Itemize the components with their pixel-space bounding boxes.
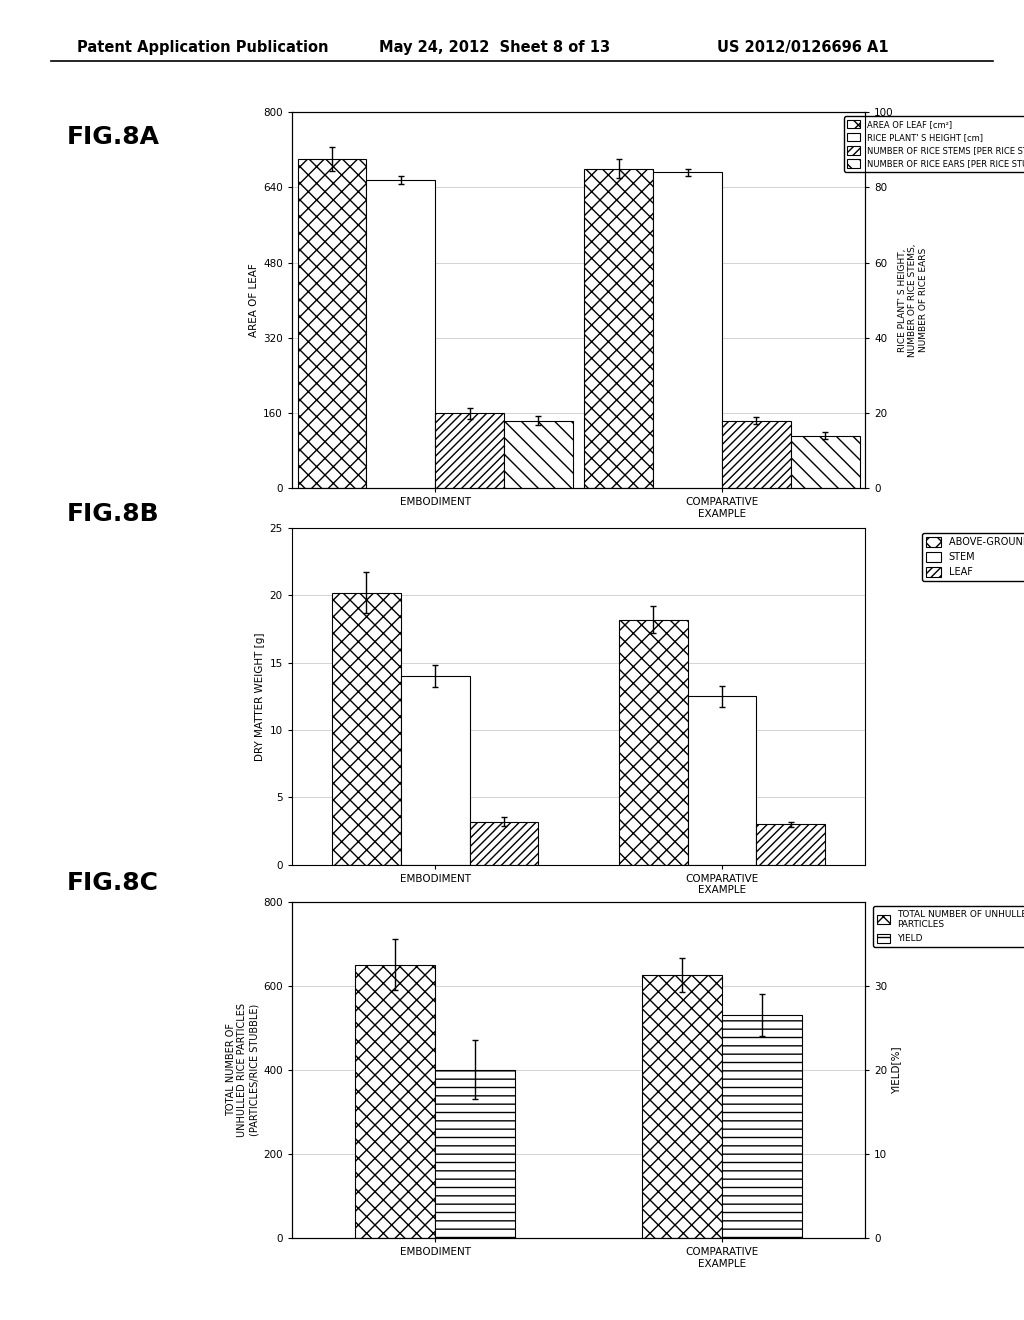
Y-axis label: TOTAL NUMBER OF
UNHULLED RICE PARTICLES
(PARTICLES/RICE STUBBLE): TOTAL NUMBER OF UNHULLED RICE PARTICLES … (226, 1003, 259, 1137)
Text: FIG.8C: FIG.8C (67, 871, 159, 895)
Text: May 24, 2012  Sheet 8 of 13: May 24, 2012 Sheet 8 of 13 (379, 40, 610, 54)
Bar (618, 619, 687, 865)
Y-axis label: YIELD[%]: YIELD[%] (892, 1045, 901, 1094)
Legend: AREA OF LEAF [cm²], RICE PLANT' S HEIGHT [cm], NUMBER OF RICE STEMS [PER RICE ST: AREA OF LEAF [cm²], RICE PLANT' S HEIGHT… (844, 116, 1024, 172)
Bar (722, 1015, 802, 1238)
Y-axis label: RICE PLANT' S HEIGHT,
NUMBER OF RICE STEMS,
NUMBER OF RICE EARS: RICE PLANT' S HEIGHT, NUMBER OF RICE STE… (898, 244, 928, 356)
Y-axis label: DRY MATTER WEIGHT [g]: DRY MATTER WEIGHT [g] (255, 632, 265, 760)
Bar (642, 975, 722, 1238)
Text: FIG.8B: FIG.8B (67, 502, 159, 525)
Bar (400, 676, 470, 865)
Bar (722, 421, 791, 488)
Y-axis label: AREA OF LEAF: AREA OF LEAF (249, 264, 259, 337)
Bar (435, 413, 504, 488)
Legend: TOTAL NUMBER OF UNHULLED RICE
PARTICLES, YIELD: TOTAL NUMBER OF UNHULLED RICE PARTICLES,… (873, 906, 1024, 946)
Text: US 2012/0126696 A1: US 2012/0126696 A1 (717, 40, 889, 54)
Bar (585, 169, 653, 488)
Legend: ABOVE-GROUND PART, STEM, LEAF: ABOVE-GROUND PART, STEM, LEAF (923, 533, 1024, 581)
Bar (687, 697, 757, 865)
Bar (504, 421, 572, 488)
Text: Patent Application Publication: Patent Application Publication (77, 40, 329, 54)
Bar (653, 173, 722, 488)
Bar (355, 965, 435, 1238)
Bar (757, 824, 825, 865)
Bar (435, 1069, 515, 1238)
Bar (791, 436, 859, 488)
Bar (367, 180, 435, 488)
Text: FIG.8A: FIG.8A (67, 125, 160, 149)
Bar (298, 160, 367, 488)
Bar (332, 593, 400, 865)
Bar (470, 821, 539, 865)
